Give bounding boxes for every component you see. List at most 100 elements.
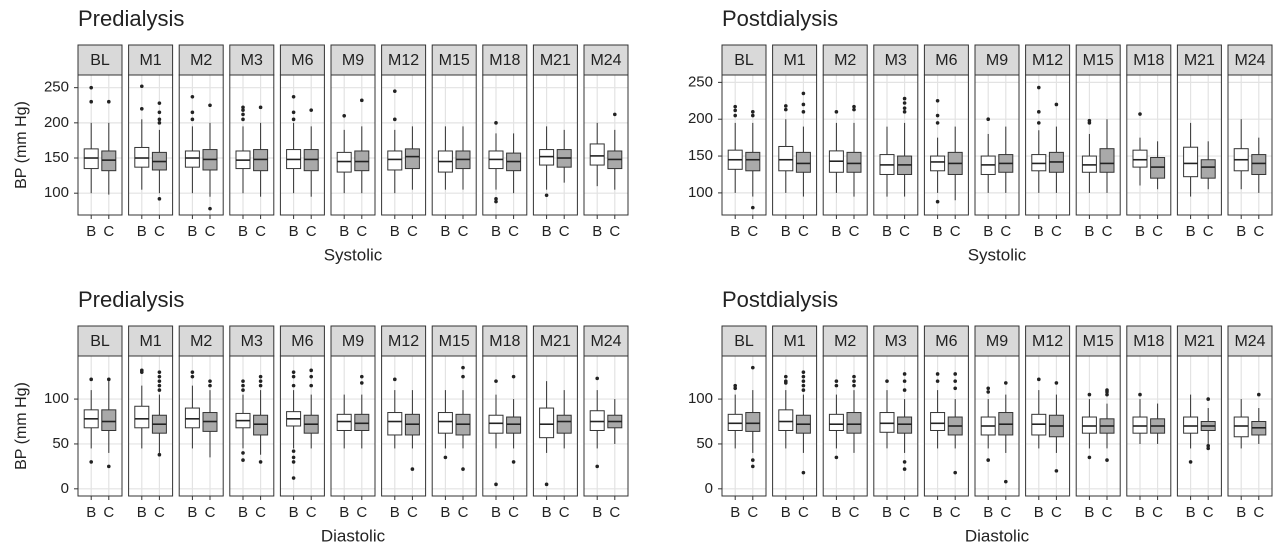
x-tick-label: C (899, 223, 910, 240)
outlier (494, 379, 498, 383)
outlier (852, 104, 856, 109)
outlier (511, 374, 516, 379)
panel-border (178, 74, 224, 216)
outlier (751, 365, 755, 370)
box (795, 151, 811, 173)
y-tick-label: 250 (44, 79, 69, 96)
panel (924, 75, 969, 215)
panel-border (381, 355, 427, 497)
outlier (1054, 469, 1059, 473)
x-tick-label: C (609, 223, 620, 240)
panel (128, 75, 173, 215)
panel (1076, 75, 1121, 215)
facet-label: M6 (935, 52, 957, 69)
facet-label: M3 (885, 333, 907, 350)
x-tick-label: B (882, 223, 892, 240)
outlier (852, 374, 856, 379)
x-tick-label: B (238, 223, 248, 240)
x-tick-label: B (933, 504, 943, 521)
box (1132, 416, 1148, 434)
x-tick-label: B (1236, 223, 1246, 240)
facet-strip (229, 44, 275, 76)
chart-title: Predialysis (78, 287, 184, 312)
panel-border (1025, 355, 1071, 497)
outlier (461, 374, 465, 379)
x-tick-label: B (781, 223, 791, 240)
x-tick-label: C (356, 223, 367, 240)
outlier (801, 102, 806, 107)
outlier (902, 372, 907, 376)
panel-border (128, 74, 174, 216)
panel-border (583, 74, 629, 216)
box (101, 409, 117, 431)
outlier (190, 374, 195, 379)
outlier (1206, 443, 1210, 448)
chart-title: Postdialysis (722, 6, 838, 31)
outlier (1105, 392, 1109, 397)
x-tick-label: C (798, 223, 809, 240)
x-tick-label: C (1152, 223, 1163, 240)
outlier (258, 105, 263, 110)
box (253, 414, 269, 436)
box (778, 145, 794, 172)
facet-strip (330, 44, 376, 76)
x-tick-label: B (289, 223, 299, 240)
panel (331, 75, 375, 215)
outlier (157, 379, 162, 383)
facet-label: M21 (1184, 333, 1215, 350)
panel-border (873, 74, 919, 216)
facet-label: BL (90, 52, 110, 69)
outlier (208, 206, 212, 211)
outlier (107, 377, 111, 382)
outlier (208, 103, 212, 108)
box (930, 412, 946, 431)
outlier (393, 89, 397, 93)
box (387, 150, 403, 171)
panel (482, 75, 527, 215)
outlier (935, 113, 940, 118)
box (539, 407, 555, 439)
facet-label: M12 (388, 333, 419, 350)
outlier (902, 379, 907, 383)
x-tick-label: C (1203, 504, 1214, 521)
outlier (291, 117, 296, 122)
y-tick-label: 50 (52, 435, 69, 452)
x-tick-label: B (491, 504, 501, 521)
panel-border (583, 355, 629, 497)
panel-border (923, 74, 969, 216)
outlier (595, 376, 599, 381)
x-tick-label: C (1000, 504, 1011, 521)
x-tick-label: B (1135, 223, 1145, 240)
facet-strip (1126, 44, 1172, 76)
x-tick-label: C (508, 223, 519, 240)
facet-label: M24 (590, 52, 621, 69)
panel-border (532, 355, 578, 497)
outlier (494, 199, 498, 204)
facet-label: M2 (834, 52, 856, 69)
facet-label: M6 (291, 52, 313, 69)
facet-strip (873, 44, 919, 76)
facet-strip (1176, 325, 1222, 357)
outlier (935, 372, 940, 376)
outlier (834, 110, 839, 114)
outlier (801, 379, 806, 383)
outlier (157, 110, 162, 115)
outlier (751, 110, 755, 114)
outlier (1257, 392, 1261, 397)
outlier (751, 464, 755, 469)
box (846, 151, 862, 173)
panel (722, 75, 766, 215)
outlier (613, 112, 617, 117)
x-tick-label: B (1034, 504, 1044, 521)
facet-label: M12 (1032, 333, 1063, 350)
outlier (953, 470, 957, 475)
facet-label: M21 (1184, 52, 1215, 69)
outlier (494, 121, 498, 125)
facet-strip (381, 325, 427, 357)
outlier (157, 101, 162, 105)
outlier (902, 96, 907, 101)
facet-strip (431, 325, 477, 357)
x-tick-label: B (592, 504, 602, 521)
facet-label: BL (734, 52, 754, 69)
